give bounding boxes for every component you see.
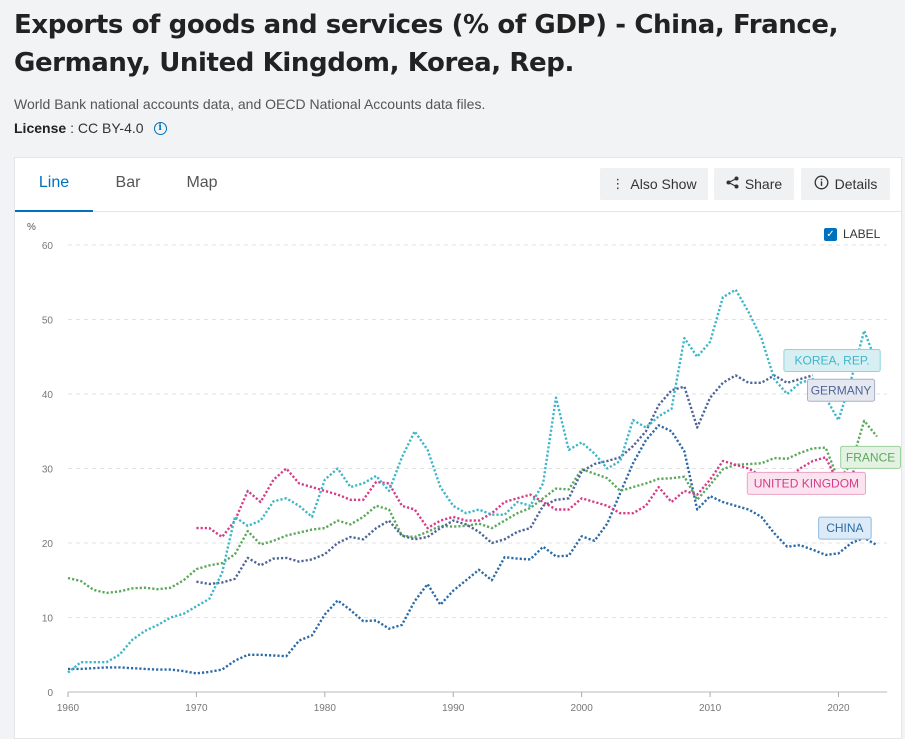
page-title: Exports of goods and services (% of GDP)… xyxy=(14,10,839,78)
x-tick-label: 2020 xyxy=(827,703,850,714)
series-line xyxy=(67,419,878,595)
series-label-box xyxy=(746,471,866,495)
x-tick-label: 1980 xyxy=(314,703,337,714)
also-show-button[interactable]: ⋮ Also Show xyxy=(600,168,708,200)
series-line xyxy=(196,448,878,539)
share-button[interactable]: Share xyxy=(714,168,794,200)
x-tick-label: 2010 xyxy=(699,703,722,714)
license-label: License xyxy=(14,120,67,136)
info-icon[interactable]: i xyxy=(153,121,167,135)
details-label: Details xyxy=(834,176,878,192)
y-tick-label: 50 xyxy=(42,316,54,327)
label-toggle-text: LABEL xyxy=(843,227,881,241)
more-vertical-icon: ⋮ xyxy=(611,176,625,191)
series-label-box xyxy=(818,516,872,540)
also-show-label: Also Show xyxy=(630,176,697,192)
y-unit-label: % xyxy=(27,222,36,233)
label-checkbox[interactable]: ✓ xyxy=(824,227,837,241)
info-circle-icon xyxy=(814,175,829,193)
license-row: License : CC BY-4.0 i xyxy=(14,120,894,136)
series-label: UNITED KINGDOM xyxy=(754,476,859,490)
series-line xyxy=(67,288,879,674)
y-tick-label: 20 xyxy=(42,539,54,550)
header: Exports of goods and services (% of GDP)… xyxy=(14,6,894,136)
tab-map[interactable]: Map xyxy=(186,174,218,191)
series-label-box xyxy=(806,378,876,402)
y-tick-label: 60 xyxy=(42,241,54,252)
y-tick-label: 40 xyxy=(42,390,54,401)
x-tick-label: 1970 xyxy=(185,703,208,714)
line-chart: 0 10 20 30 40 50 60% 1960 1970 1980 1990 2000 2010 20… xyxy=(27,222,901,714)
series-label-box xyxy=(783,348,881,372)
y-tick-label: 0 xyxy=(47,688,53,699)
series-line xyxy=(68,424,878,675)
x-tick-label: 1990 xyxy=(442,703,465,714)
series-label: KOREA, REP. xyxy=(794,353,869,367)
tab-line[interactable]: Line xyxy=(15,158,93,212)
series-line xyxy=(196,374,814,586)
label-toggle[interactable]: ✓ LABEL xyxy=(824,227,880,241)
tab-bar: Line Bar Map ⋮ Also Show Share Details xyxy=(15,158,901,212)
chart-card: Line Bar Map ⋮ Also Show Share Details 0… xyxy=(14,157,902,739)
y-tick-label: 30 xyxy=(42,465,54,476)
share-label: Share xyxy=(744,176,783,192)
x-tick-label: 1960 xyxy=(57,703,80,714)
tab-bar[interactable]: Bar xyxy=(115,174,141,191)
details-button[interactable]: Details xyxy=(801,168,890,200)
x-tick-label: 2000 xyxy=(571,703,594,714)
series-label: CHINA xyxy=(826,521,863,535)
share-icon xyxy=(726,176,739,192)
series-label: GERMANY xyxy=(811,383,872,397)
license-value: : CC BY-4.0 xyxy=(70,120,144,136)
series-label-box xyxy=(840,445,901,469)
series-label: FRANCE xyxy=(846,450,895,464)
source-note: World Bank national accounts data, and O… xyxy=(14,96,486,112)
y-tick-label: 10 xyxy=(42,614,54,625)
